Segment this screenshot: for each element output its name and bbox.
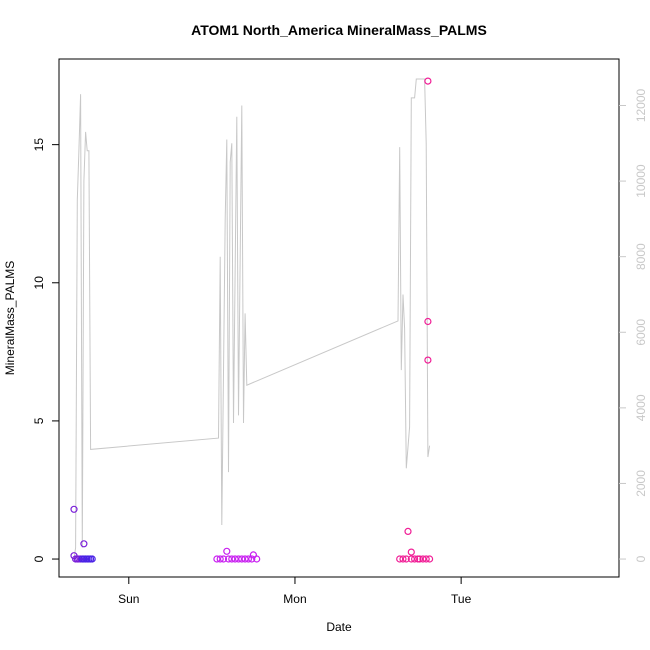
point-37 bbox=[419, 555, 427, 563]
point-29 bbox=[399, 555, 407, 563]
plot-frame bbox=[58, 58, 620, 578]
point-42 bbox=[426, 555, 434, 563]
y2-tick-label-2: 4000 bbox=[634, 394, 648, 421]
y2-tick-label-5: 10000 bbox=[634, 164, 648, 198]
point-38 bbox=[422, 555, 430, 563]
series-line bbox=[73, 78, 431, 560]
point-16 bbox=[219, 555, 228, 563]
y-tick-label-3: 15 bbox=[32, 138, 46, 152]
point-18 bbox=[224, 555, 233, 563]
point-25 bbox=[248, 555, 256, 563]
chart-title: ATOM1 North_America MineralMass_PALMS bbox=[191, 22, 487, 38]
x-axis: Sun Mon Tue bbox=[118, 577, 472, 606]
point-30 bbox=[402, 555, 410, 563]
x-tick-label-1: Mon bbox=[283, 592, 306, 606]
point-14 bbox=[213, 555, 221, 563]
point-31 bbox=[404, 527, 412, 536]
point-20 bbox=[231, 555, 239, 563]
point-34 bbox=[411, 555, 419, 563]
y2-tick-label-1: 2000 bbox=[634, 470, 648, 497]
y-axis-left: 0 5 10 15 bbox=[32, 138, 59, 562]
point-0 bbox=[70, 505, 78, 513]
y2-tick-label-0: 0 bbox=[634, 555, 648, 562]
point-13 bbox=[88, 555, 96, 563]
point-39 bbox=[424, 77, 432, 85]
x-tick-label-0: Sun bbox=[118, 592, 139, 606]
point-41 bbox=[424, 356, 432, 364]
point-40 bbox=[424, 317, 432, 326]
y2-tick-label-3: 6000 bbox=[634, 319, 648, 346]
y-tick-label-1: 5 bbox=[32, 417, 46, 424]
y-tick-label-0: 0 bbox=[32, 555, 46, 562]
point-21 bbox=[234, 555, 243, 563]
point-27 bbox=[253, 555, 261, 563]
point-19 bbox=[228, 555, 236, 563]
x-tick-label-2: Tue bbox=[451, 592, 472, 606]
point-23 bbox=[241, 555, 249, 563]
point-24 bbox=[244, 555, 252, 563]
point-15 bbox=[216, 555, 224, 563]
y-tick-label-2: 10 bbox=[32, 276, 46, 290]
line-series bbox=[73, 78, 431, 560]
point-36 bbox=[416, 555, 424, 563]
x-axis-label: Date bbox=[326, 620, 352, 634]
point-32 bbox=[407, 555, 415, 563]
y-axis-label: MineralMass_PALMS bbox=[3, 261, 17, 375]
y2-tick-label-6: 12000 bbox=[634, 88, 648, 122]
point-33 bbox=[407, 548, 415, 556]
points-series bbox=[70, 77, 434, 563]
point-17 bbox=[223, 547, 231, 555]
point-8 bbox=[80, 540, 88, 548]
y-axis-right: 0 2000 4000 6000 8000 10000 12000 bbox=[619, 88, 648, 562]
y2-tick-label-4: 8000 bbox=[634, 243, 648, 270]
